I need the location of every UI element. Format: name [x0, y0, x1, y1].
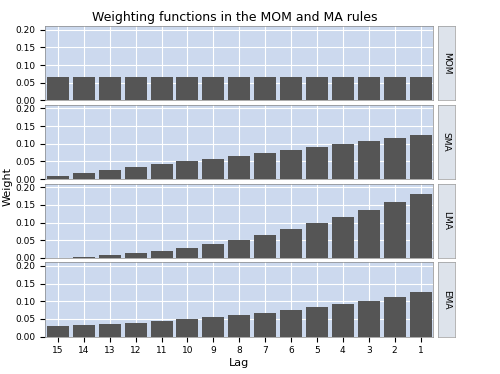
Bar: [254, 153, 276, 179]
Bar: [124, 323, 146, 337]
Bar: [176, 319, 199, 337]
Text: SMA: SMA: [442, 132, 451, 152]
Bar: [384, 138, 406, 179]
Bar: [384, 77, 406, 101]
Bar: [254, 235, 276, 258]
Bar: [228, 77, 250, 101]
Bar: [332, 144, 354, 179]
Bar: [254, 313, 276, 337]
Bar: [124, 168, 146, 179]
Bar: [73, 257, 95, 258]
Bar: [124, 253, 146, 258]
Bar: [358, 210, 380, 258]
Bar: [280, 77, 302, 101]
Bar: [280, 310, 302, 337]
Bar: [98, 77, 120, 101]
X-axis label: Lag: Lag: [229, 358, 250, 368]
Bar: [384, 202, 406, 258]
Bar: [410, 77, 432, 101]
Bar: [410, 292, 432, 337]
Bar: [47, 327, 69, 337]
Bar: [306, 223, 328, 258]
Text: MOM: MOM: [442, 52, 451, 74]
Bar: [332, 304, 354, 337]
Bar: [228, 156, 250, 179]
Bar: [73, 173, 95, 179]
Bar: [280, 229, 302, 258]
Bar: [150, 77, 172, 101]
Text: Weight: Weight: [2, 168, 12, 206]
Bar: [98, 255, 120, 258]
Bar: [98, 324, 120, 337]
Bar: [176, 162, 199, 179]
Bar: [280, 150, 302, 179]
Bar: [410, 135, 432, 179]
Bar: [150, 321, 172, 337]
Bar: [358, 77, 380, 101]
Bar: [202, 159, 224, 179]
Bar: [306, 77, 328, 101]
Bar: [73, 77, 95, 101]
Text: Weighting functions in the MOM and MA rules: Weighting functions in the MOM and MA ru…: [92, 11, 378, 24]
Bar: [306, 147, 328, 179]
Bar: [124, 77, 146, 101]
Bar: [150, 251, 172, 258]
Bar: [306, 307, 328, 337]
Bar: [410, 194, 432, 258]
Bar: [202, 244, 224, 258]
Bar: [202, 318, 224, 337]
Bar: [228, 315, 250, 337]
Bar: [358, 301, 380, 337]
Bar: [176, 77, 199, 101]
Bar: [332, 77, 354, 101]
Text: EMA: EMA: [442, 290, 451, 309]
Bar: [98, 170, 120, 179]
Text: LMA: LMA: [442, 211, 451, 230]
Bar: [332, 217, 354, 258]
Bar: [202, 77, 224, 101]
Bar: [73, 325, 95, 337]
Bar: [150, 165, 172, 179]
Bar: [47, 77, 69, 101]
Bar: [47, 176, 69, 179]
Bar: [384, 297, 406, 337]
Bar: [254, 77, 276, 101]
Bar: [228, 240, 250, 258]
Bar: [358, 141, 380, 179]
Bar: [176, 248, 199, 258]
